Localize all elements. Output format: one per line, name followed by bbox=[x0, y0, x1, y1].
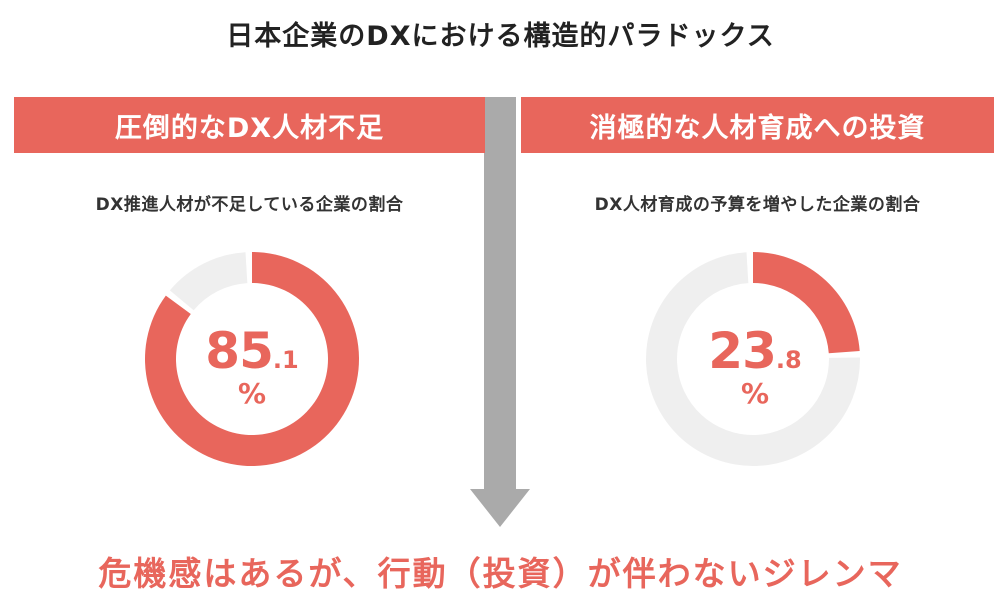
value-unit: % bbox=[237, 377, 267, 410]
left-value-label: 85.1 % bbox=[142, 326, 362, 408]
value-integer: 85 bbox=[205, 322, 274, 380]
right-chart-subtitle: DX人材育成の予算を増やした企業の割合 bbox=[594, 195, 921, 215]
value-unit: % bbox=[740, 377, 770, 410]
value-decimal: .1 bbox=[272, 346, 299, 374]
donut-track bbox=[169, 252, 248, 311]
donut-chart-dx-shortage bbox=[144, 252, 359, 466]
value-decimal: .8 bbox=[775, 346, 802, 374]
donut-chart-training-investment bbox=[646, 252, 860, 466]
donut-value-slice bbox=[753, 252, 860, 354]
left-panel-title: 圧倒的なDX人材不足 bbox=[14, 97, 485, 153]
left-chart-subtitle: DX推進人材が不足している企業の割合 bbox=[95, 195, 404, 215]
value-integer: 23 bbox=[708, 322, 777, 380]
page-title: 日本企業のDXにおける構造的パラドックス bbox=[226, 21, 775, 52]
right-panel-title: 消極的な人材育成への投資 bbox=[521, 97, 994, 153]
right-value-label: 23.8 % bbox=[645, 326, 865, 408]
conclusion-text: 危機感はあるが、行動（投資）が伴わないジレンマ bbox=[98, 554, 903, 593]
down-arrow-icon bbox=[470, 97, 530, 527]
